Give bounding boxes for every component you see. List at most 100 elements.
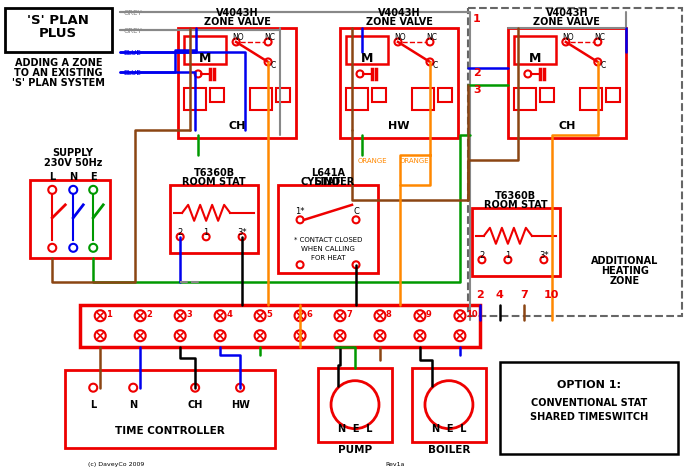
Text: SUPPLY: SUPPLY <box>52 148 94 158</box>
Text: 8: 8 <box>386 310 392 319</box>
Text: STAT: STAT <box>315 177 342 187</box>
Text: CONVENTIONAL STAT: CONVENTIONAL STAT <box>531 398 647 408</box>
Text: 1: 1 <box>473 14 481 24</box>
Text: 'S' PLAN: 'S' PLAN <box>28 14 89 27</box>
Text: 1: 1 <box>106 310 112 319</box>
Circle shape <box>375 310 386 321</box>
Bar <box>318 368 392 442</box>
Text: WHEN CALLING: WHEN CALLING <box>301 246 355 252</box>
Circle shape <box>48 186 57 194</box>
Text: SHARED TIMESWITCH: SHARED TIMESWITCH <box>530 412 648 422</box>
Circle shape <box>175 310 186 321</box>
Circle shape <box>48 244 57 252</box>
Bar <box>276 88 290 102</box>
Text: BLUE: BLUE <box>124 70 141 76</box>
Circle shape <box>335 330 346 341</box>
Bar <box>66 370 275 447</box>
Circle shape <box>95 330 106 341</box>
Circle shape <box>562 38 569 45</box>
Text: V4043H: V4043H <box>546 8 588 18</box>
Bar <box>372 88 386 102</box>
Text: T6360B: T6360B <box>495 191 536 201</box>
Bar <box>178 28 296 138</box>
Text: 1: 1 <box>204 228 209 237</box>
Bar <box>184 88 206 110</box>
Circle shape <box>191 384 199 392</box>
Text: 3: 3 <box>186 310 192 319</box>
Bar <box>170 185 258 253</box>
Text: GREY: GREY <box>124 10 142 16</box>
Text: NO: NO <box>562 33 573 42</box>
Text: CYLINDER: CYLINDER <box>301 177 355 187</box>
Circle shape <box>295 310 306 321</box>
Text: N  E  L: N E L <box>338 424 373 434</box>
Text: NC: NC <box>426 33 437 42</box>
Bar <box>340 28 458 138</box>
Text: BLUE: BLUE <box>124 50 141 56</box>
Text: C: C <box>353 207 359 216</box>
Bar <box>472 208 560 276</box>
Circle shape <box>69 244 77 252</box>
Circle shape <box>95 310 106 321</box>
Bar <box>210 88 224 102</box>
Text: ORANGE: ORANGE <box>400 158 430 164</box>
Text: 2: 2 <box>476 290 484 300</box>
Text: V4043H: V4043H <box>377 8 420 18</box>
Circle shape <box>455 330 466 341</box>
Text: ZONE VALVE: ZONE VALVE <box>533 17 600 27</box>
Text: 'S' PLAN SYSTEM: 'S' PLAN SYSTEM <box>12 78 105 88</box>
Circle shape <box>89 384 97 392</box>
Text: C: C <box>271 61 276 70</box>
Text: NO: NO <box>394 33 406 42</box>
Circle shape <box>215 330 226 341</box>
Circle shape <box>504 256 511 263</box>
Text: L641A: L641A <box>311 168 345 178</box>
Circle shape <box>426 38 433 45</box>
Text: 6: 6 <box>306 310 312 319</box>
Bar <box>468 8 682 316</box>
Circle shape <box>297 261 304 268</box>
Text: CH: CH <box>188 400 203 410</box>
Bar <box>438 88 452 102</box>
Text: CH: CH <box>558 121 575 131</box>
Text: TIME CONTROLLER: TIME CONTROLLER <box>115 426 225 436</box>
Text: M: M <box>361 52 373 65</box>
Text: 2: 2 <box>473 68 481 78</box>
Text: TO AN EXISTING: TO AN EXISTING <box>14 68 103 78</box>
Text: 4: 4 <box>496 290 504 300</box>
Circle shape <box>129 384 137 392</box>
Text: C: C <box>601 61 606 70</box>
Text: 10: 10 <box>544 290 560 300</box>
Circle shape <box>236 384 244 392</box>
Text: (c) DaveyCo 2009: (c) DaveyCo 2009 <box>88 461 145 467</box>
Text: 1*: 1* <box>295 207 305 216</box>
Text: ORANGE: ORANGE <box>358 158 388 164</box>
Circle shape <box>594 58 601 66</box>
Text: E: E <box>90 172 97 182</box>
Text: CH: CH <box>228 121 246 131</box>
Circle shape <box>524 71 531 77</box>
Circle shape <box>375 330 386 341</box>
Bar <box>412 368 486 442</box>
Text: ROOM STAT: ROOM STAT <box>484 200 548 210</box>
Text: 3*: 3* <box>237 228 247 237</box>
Text: C: C <box>433 61 438 70</box>
Bar <box>6 8 112 52</box>
Text: ADDITIONAL: ADDITIONAL <box>591 256 658 266</box>
Circle shape <box>478 256 485 263</box>
Circle shape <box>177 234 184 240</box>
Circle shape <box>255 330 266 341</box>
Bar <box>250 88 272 110</box>
Bar <box>346 88 368 110</box>
Circle shape <box>203 234 210 240</box>
Circle shape <box>426 58 433 66</box>
Circle shape <box>135 310 146 321</box>
Circle shape <box>233 38 239 45</box>
Bar <box>346 36 388 64</box>
Text: N: N <box>69 172 77 182</box>
Circle shape <box>455 310 466 321</box>
Text: 2: 2 <box>146 310 152 319</box>
Bar <box>606 88 620 102</box>
Circle shape <box>255 310 266 321</box>
Circle shape <box>594 38 601 45</box>
